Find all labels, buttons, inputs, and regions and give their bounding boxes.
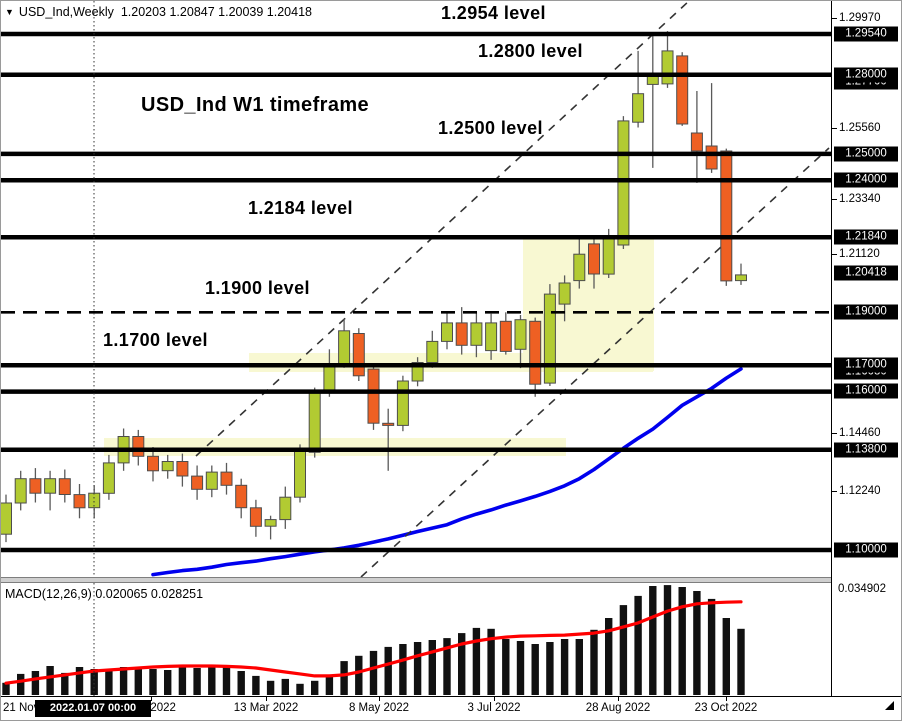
price-level-tag: 1.13800 [834,442,898,458]
price-level-tag: 1.17000 [834,357,898,373]
price-level-tag: 1.25000 [834,146,898,162]
chart-annotation: 1.1700 level [103,330,208,350]
price-level-tag: 1.24000 [834,172,898,188]
time-axis-tick [618,697,619,701]
symbol-timeframe-label: USD_Ind,Weekly [18,5,114,19]
price-level-tag: 1.16000 [834,383,898,399]
time-axis-tick [266,697,267,701]
price-axis-label: 1.14460 [839,427,881,439]
price-level-tag: 1.21840 [834,229,898,245]
price-axis-label: 1.12240 [839,485,881,497]
chart-annotation: 1.2500 level [438,118,543,138]
price-axis-label: 1.21120 [839,248,880,260]
selected-date-tooltip: 2022.01.07 00:00 [35,700,151,717]
chart-annotation: 1.2184 level [248,198,353,218]
time-axis-label: 23 Oct 2022 [694,702,758,714]
time-axis-label: 28 Aug 2022 [585,702,651,714]
macd-histogram [2,585,745,695]
time-axis-label: 8 May 2022 [348,702,410,714]
symbol-dropdown-icon[interactable]: ▼ [5,7,14,17]
price-axis-tick [832,128,837,129]
chart-annotation: 1.2954 level [441,3,546,23]
price-level-tag: 1.10000 [834,542,898,558]
time-axis-tick [726,697,727,701]
price-level-tag: 1.19000 [834,304,898,320]
ohlc-readout: 1.20203 1.20847 1.20039 1.20418 [120,5,312,19]
time-axis-tick [151,697,152,701]
horizontal-level-lines [1,31,831,553]
price-level-tag: 1.28000 [834,67,898,83]
price-axis-tick [832,491,837,492]
blue-moving-average-line [151,367,743,577]
macd-values: 0.020065 0.028251 [95,587,204,601]
price-axis-label: 1.29970 [839,12,881,24]
price-axis-tick [832,18,837,19]
time-axis-tick [494,697,495,701]
price-axis-label: 1.25560 [839,122,881,134]
time-axis-tick [379,697,380,701]
price-axis[interactable]: 1.29970 1.25560 1.23340 1.21120 1.14460 1.122… [831,1,901,696]
price-level-tag: 1.29540 [834,26,898,42]
axis-corner-marker-icon[interactable] [885,701,894,710]
chart-annotation: USD_Ind W1 timeframe [141,94,370,116]
price-axis-label: 1.23340 [839,193,881,205]
chart-annotation: 1.1900 level [205,278,310,298]
macd-signal-line [4,600,743,685]
chart-header: ▼ USD_Ind,Weekly 1.20203 1.20847 1.20039 … [5,5,312,19]
pane-separator[interactable] [1,577,901,583]
chart-annotation: 1.2800 level [478,41,583,61]
price-axis-tick [832,433,837,434]
time-axis-label: 3 Jul 2022 [467,702,521,714]
macd-indicator-pane[interactable] [1,583,902,696]
price-axis-tick [832,254,837,255]
macd-header: MACD(12,26,9) 0.020065 0.028251 [5,587,203,601]
macd-label: MACD(12,26,9) [5,587,92,601]
macd-scale-label: 0.034902 [838,583,886,595]
price-level-tag: 1.20418 [834,265,898,281]
time-axis-label: 13 Mar 2022 [233,702,299,714]
price-chart-pane[interactable] [1,1,902,578]
price-axis-tick [832,199,837,200]
